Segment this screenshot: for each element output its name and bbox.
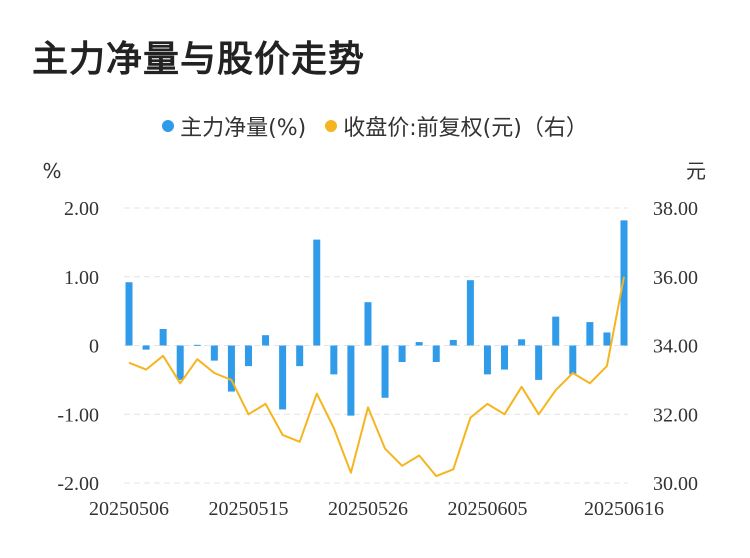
- left-tick-label: 2.00: [64, 198, 99, 220]
- bar: [330, 345, 338, 375]
- right-tick-label: 36.00: [653, 267, 698, 289]
- left-axis-unit: %: [42, 159, 61, 183]
- bar: [244, 345, 252, 367]
- bar: [193, 344, 201, 346]
- bar: [364, 302, 372, 346]
- bar: [159, 329, 167, 346]
- right-tick-label: 30.00: [653, 473, 698, 495]
- bar: [620, 220, 628, 346]
- right-tick-label: 34.00: [653, 336, 698, 358]
- bar: [176, 345, 184, 380]
- bar: [398, 345, 406, 362]
- bar: [569, 345, 577, 375]
- bar: [432, 345, 440, 362]
- bar: [125, 282, 133, 346]
- bar: [415, 342, 423, 346]
- right-tick-label: 32.00: [653, 404, 698, 426]
- bar: [142, 345, 150, 350]
- x-tick-label: 20250605: [447, 498, 527, 520]
- x-tick-label: 20250616: [584, 498, 664, 520]
- bar: [381, 345, 389, 398]
- bar: [603, 332, 611, 346]
- bar: [262, 335, 270, 346]
- legend-item-bars[interactable]: 主力净量(%): [162, 110, 306, 142]
- bar: [210, 345, 218, 361]
- x-tick-label: 20250506: [89, 498, 169, 520]
- bar: [552, 316, 560, 346]
- right-axis-unit: 元: [686, 159, 706, 183]
- bar: [449, 340, 457, 346]
- bar: [347, 345, 355, 416]
- x-tick-label: 20250526: [328, 498, 408, 520]
- right-tick-label: 38.00: [653, 198, 698, 220]
- left-tick-label: 0: [89, 336, 99, 358]
- bar: [586, 322, 594, 346]
- price-line: [128, 276, 625, 478]
- bar: [518, 339, 526, 346]
- chart-legend: 主力净量(%) 收盘价:前复权(元)（右）: [0, 110, 750, 142]
- bar: [296, 345, 304, 367]
- x-tick-label: 20250515: [208, 498, 288, 520]
- left-tick-label: 1.00: [64, 267, 99, 289]
- bar: [483, 345, 491, 375]
- bar: [227, 345, 235, 392]
- bar: [501, 345, 509, 370]
- bar: [535, 345, 543, 380]
- legend-bar-label: 主力净量(%): [180, 116, 307, 141]
- left-tick-label: -2.00: [57, 473, 99, 495]
- left-tick-label: -1.00: [57, 404, 99, 426]
- chart-title: 主力净量与股价走势: [32, 39, 366, 80]
- legend-line-label: 收盘价:前复权(元)（右）: [343, 116, 588, 141]
- bar: [313, 239, 321, 346]
- bar: [279, 345, 287, 410]
- legend-line-marker: [325, 120, 338, 132]
- legend-item-line[interactable]: 收盘价:前复权(元)（右）: [325, 110, 588, 142]
- legend-bar-marker: [162, 120, 175, 132]
- bar: [466, 280, 474, 346]
